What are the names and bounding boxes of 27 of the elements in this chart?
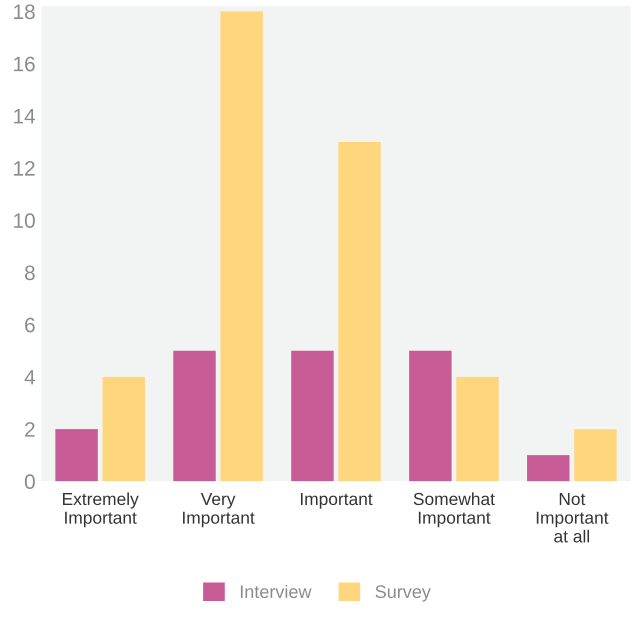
y-tick-label: 18 [14,4,35,20]
bar [527,455,570,482]
bar [338,142,381,482]
x-tick-label: Somewhat Important [414,492,495,528]
y-tick-label: 8 [24,265,35,280]
x-tick-label: Important [300,493,373,509]
bar [409,350,452,482]
legend-label: Survey [376,585,431,602]
y-tick-label: 4 [24,370,36,384]
legend-label: Interview [240,584,312,598]
y-tick-label: 12 [14,161,35,176]
bar [102,376,145,482]
x-tick-label: Extremely Important [63,492,139,528]
y-tick-label: 10 [14,213,35,228]
x-tick-label: Not Important at all [536,493,608,543]
bar [574,429,617,482]
bar [456,376,499,482]
bar [291,350,334,482]
x-tick-label: Very Important [183,493,255,528]
y-tick-label: 16 [14,56,35,72]
bar [220,11,263,482]
y-tick-label: 0 [24,474,35,490]
y-tick-label: 2 [25,422,35,437]
bar [55,429,98,482]
bar [173,350,216,482]
y-tick-label: 14 [14,109,36,124]
y-tick-label: 6 [25,318,35,332]
